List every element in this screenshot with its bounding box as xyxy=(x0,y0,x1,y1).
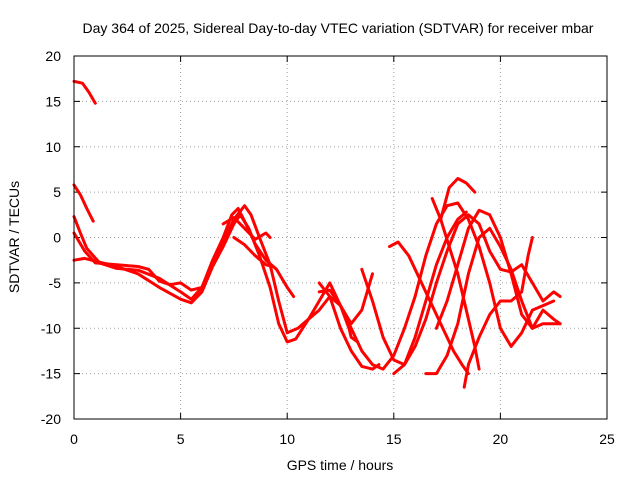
series-line-17 xyxy=(462,236,534,389)
x-tick-label-2: 10 xyxy=(279,431,295,447)
series-line-13 xyxy=(424,226,562,376)
series-line-4 xyxy=(72,201,556,371)
series-line-2 xyxy=(72,183,95,223)
y-tick-label-0: -20 xyxy=(41,411,61,427)
plot-frame xyxy=(73,55,608,420)
x-tick-label-4: 20 xyxy=(493,431,509,447)
series-line-12 xyxy=(392,210,468,376)
x-axis-label: GPS time / hours xyxy=(287,457,394,473)
y-tick-label-3: -5 xyxy=(49,275,62,291)
data-series xyxy=(72,79,562,389)
series-line-10 xyxy=(360,213,562,367)
y-tick-label-4: 0 xyxy=(53,230,61,246)
grid xyxy=(74,56,607,419)
y-tick-label-6: 10 xyxy=(45,139,61,155)
series-line-5 xyxy=(72,204,374,335)
chart-title: Day 364 of 2025, Sidereal Day-to-day VTE… xyxy=(83,20,594,36)
series-line-16 xyxy=(439,177,477,221)
series-line-11 xyxy=(388,240,470,376)
series-line-8 xyxy=(317,288,360,344)
y-tick-label-1: -15 xyxy=(41,366,61,382)
series-line-1 xyxy=(72,79,97,105)
series-line-7 xyxy=(232,236,274,268)
x-tick-label-5: 25 xyxy=(599,431,615,447)
series-line-6 xyxy=(221,216,272,241)
x-tick-label-3: 15 xyxy=(386,431,402,447)
y-tick-label-7: 15 xyxy=(45,93,61,109)
series-line-14 xyxy=(434,208,562,330)
x-tick-label-1: 5 xyxy=(177,431,185,447)
x-tick-label-0: 0 xyxy=(70,431,78,447)
y-tick-label-2: -10 xyxy=(41,320,61,336)
series-line-9 xyxy=(317,281,381,371)
y-tick-label-5: 5 xyxy=(53,184,61,200)
y-axis-label: SDTVAR / TECUs xyxy=(6,181,22,293)
y-tick-label-8: 20 xyxy=(45,48,61,64)
